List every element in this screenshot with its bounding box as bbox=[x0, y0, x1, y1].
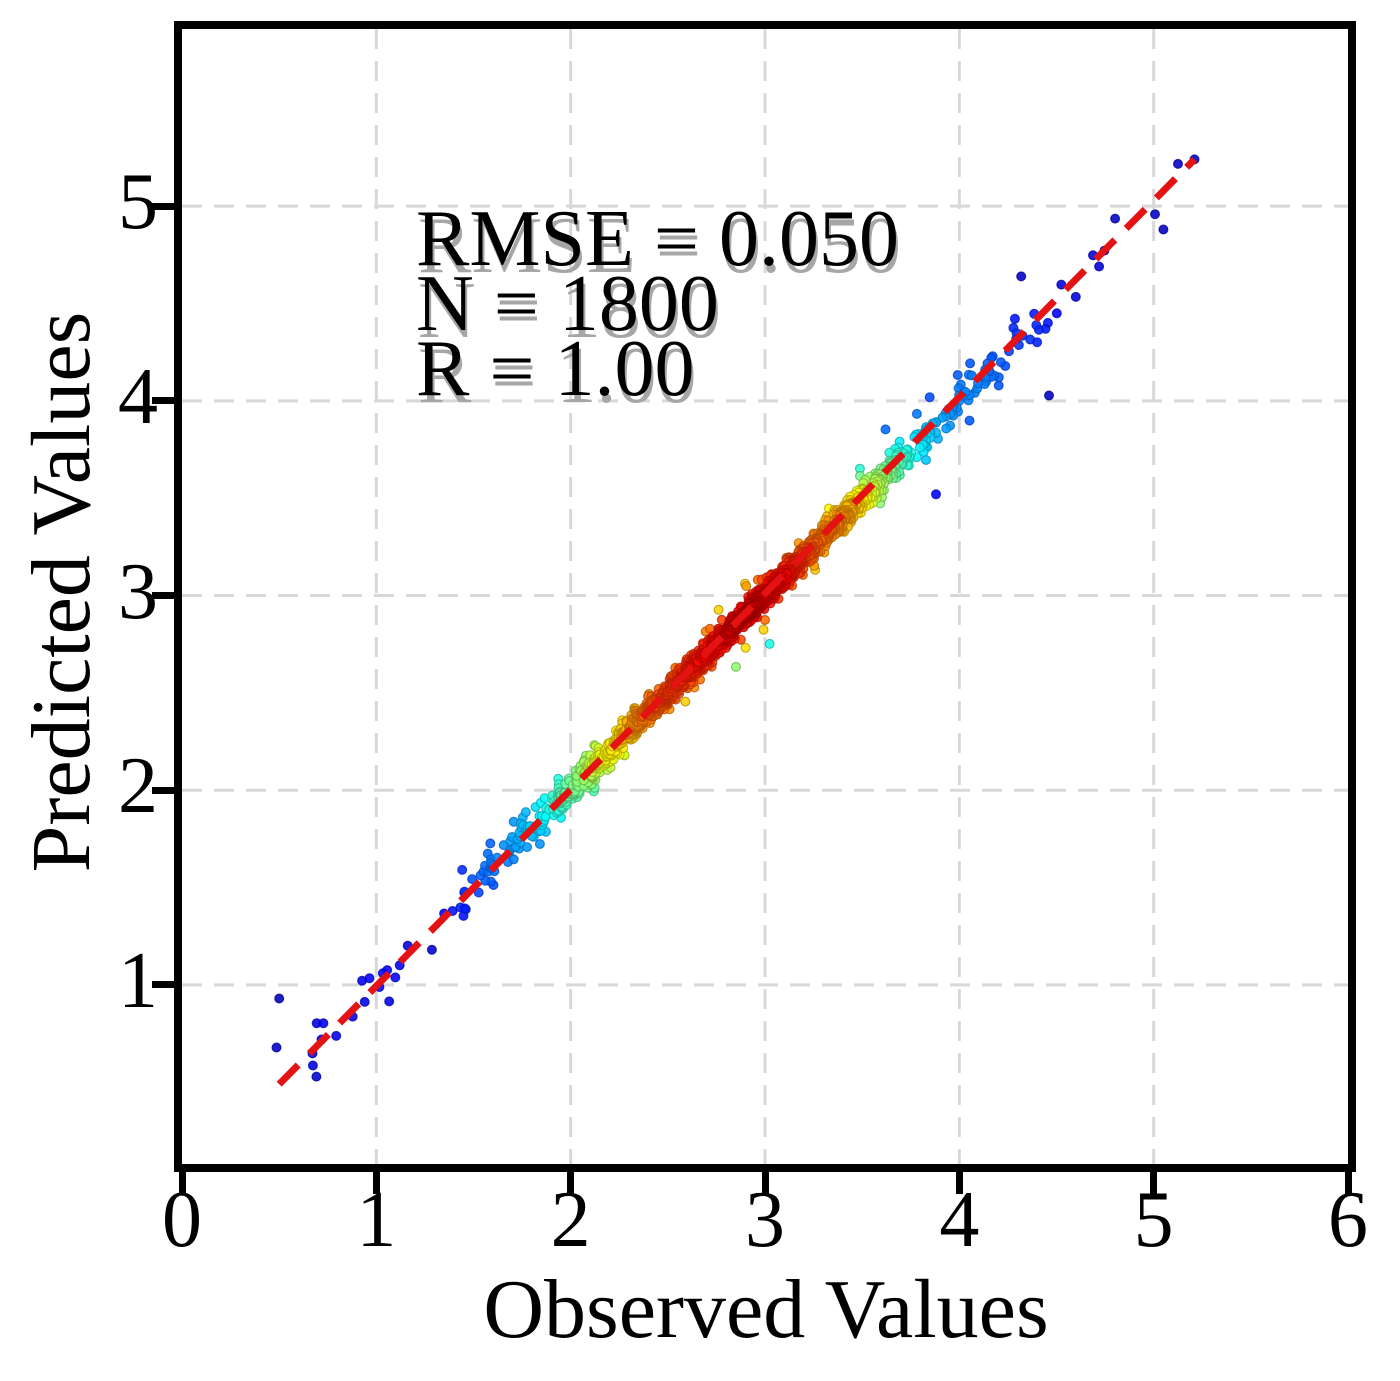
scatter-point bbox=[1016, 271, 1027, 282]
x-tick-label: 6 bbox=[1328, 1176, 1368, 1264]
scatter-point bbox=[384, 996, 395, 1007]
scatter-point bbox=[331, 1030, 342, 1041]
stat-n: N = 1800 bbox=[416, 260, 719, 348]
stats-annotation: RMSE = 0.050 N = 1800 R = 1.00 bbox=[416, 195, 899, 413]
x-tick-mark bbox=[761, 1172, 769, 1194]
x-tick-label: 0 bbox=[162, 1176, 202, 1264]
identity-line bbox=[276, 156, 1197, 1087]
scatter-point bbox=[457, 864, 468, 875]
scatter-point bbox=[1158, 224, 1169, 235]
scatter-point bbox=[924, 392, 935, 403]
x-tick-mark bbox=[567, 1172, 575, 1194]
scatter-point bbox=[1025, 334, 1036, 345]
scatter-point bbox=[271, 1042, 282, 1053]
x-tick-mark bbox=[372, 1172, 380, 1194]
x-tick-label: 4 bbox=[939, 1176, 980, 1264]
scatter-point bbox=[740, 642, 751, 653]
scatter-point bbox=[713, 604, 724, 615]
x-tick-label: 2 bbox=[550, 1176, 591, 1264]
scatter-point bbox=[1094, 261, 1105, 272]
y-tick-mark bbox=[152, 981, 174, 989]
scatter-point bbox=[941, 423, 952, 434]
stat-r: R = 1.00 bbox=[416, 325, 695, 413]
y-axis-label: Predicted Values bbox=[15, 311, 108, 873]
scatter-point bbox=[930, 489, 941, 500]
scatter-point bbox=[318, 1018, 329, 1029]
scatter-point bbox=[730, 661, 741, 672]
scatter-point bbox=[741, 581, 752, 592]
y-tick-mark bbox=[152, 202, 174, 210]
scatter-point bbox=[307, 1060, 318, 1071]
plot-area bbox=[174, 21, 1356, 1172]
x-tick-mark bbox=[178, 1172, 186, 1194]
scatter-point bbox=[764, 638, 775, 649]
scatter-point bbox=[880, 424, 891, 435]
scatter-point bbox=[390, 972, 401, 983]
scatter-point bbox=[1070, 291, 1081, 302]
scatter-point bbox=[1009, 313, 1020, 324]
y-tick-label: 5 bbox=[118, 158, 158, 247]
stat-rmse: RMSE = 0.050 bbox=[416, 195, 899, 283]
scatter-point bbox=[534, 838, 545, 849]
scatter-point bbox=[1031, 320, 1042, 331]
scatter-point bbox=[1051, 308, 1062, 319]
scatter-point bbox=[508, 854, 519, 865]
scatter-point bbox=[995, 357, 1006, 368]
scatter-point bbox=[467, 874, 478, 885]
scatter-point bbox=[1043, 390, 1054, 401]
scatter-point bbox=[993, 380, 1004, 391]
scatter-point bbox=[359, 996, 370, 1007]
scatter-point bbox=[364, 973, 375, 984]
scatter-canvas bbox=[182, 29, 1348, 1164]
y-tick-label: 3 bbox=[118, 547, 158, 636]
scatter-point bbox=[520, 807, 531, 818]
scatter-point bbox=[965, 358, 976, 369]
scatter-point bbox=[952, 370, 963, 381]
x-tick-mark bbox=[1150, 1172, 1158, 1194]
scatter-point bbox=[1149, 209, 1160, 220]
scatter-point bbox=[914, 442, 925, 453]
scatter-point bbox=[1110, 213, 1121, 224]
y-tick-mark bbox=[152, 397, 174, 405]
scatter-point bbox=[485, 838, 496, 849]
y-tick-label: 2 bbox=[118, 742, 158, 831]
y-tick-label: 1 bbox=[118, 936, 158, 1025]
scatter-point bbox=[964, 415, 975, 426]
scatter-point bbox=[426, 944, 437, 955]
x-tick-mark bbox=[955, 1172, 963, 1194]
y-tick-mark bbox=[152, 786, 174, 794]
x-tick-label: 3 bbox=[745, 1176, 785, 1264]
x-axis-label: Observed Values bbox=[483, 1263, 1049, 1356]
y-tick-label: 4 bbox=[118, 352, 158, 441]
scatter-point bbox=[459, 903, 470, 914]
scatter-point bbox=[274, 993, 285, 1004]
x-tick-label: 5 bbox=[1133, 1176, 1174, 1264]
x-tick-label: 1 bbox=[356, 1176, 397, 1264]
y-tick-mark bbox=[152, 592, 174, 600]
scatter-point bbox=[473, 887, 484, 898]
scatter-point bbox=[1172, 158, 1183, 169]
scatter-point bbox=[758, 624, 769, 635]
scatter-point bbox=[680, 696, 691, 707]
x-tick-mark bbox=[1344, 1172, 1352, 1194]
scatter-point bbox=[311, 1071, 322, 1082]
scatter-point bbox=[911, 408, 922, 419]
